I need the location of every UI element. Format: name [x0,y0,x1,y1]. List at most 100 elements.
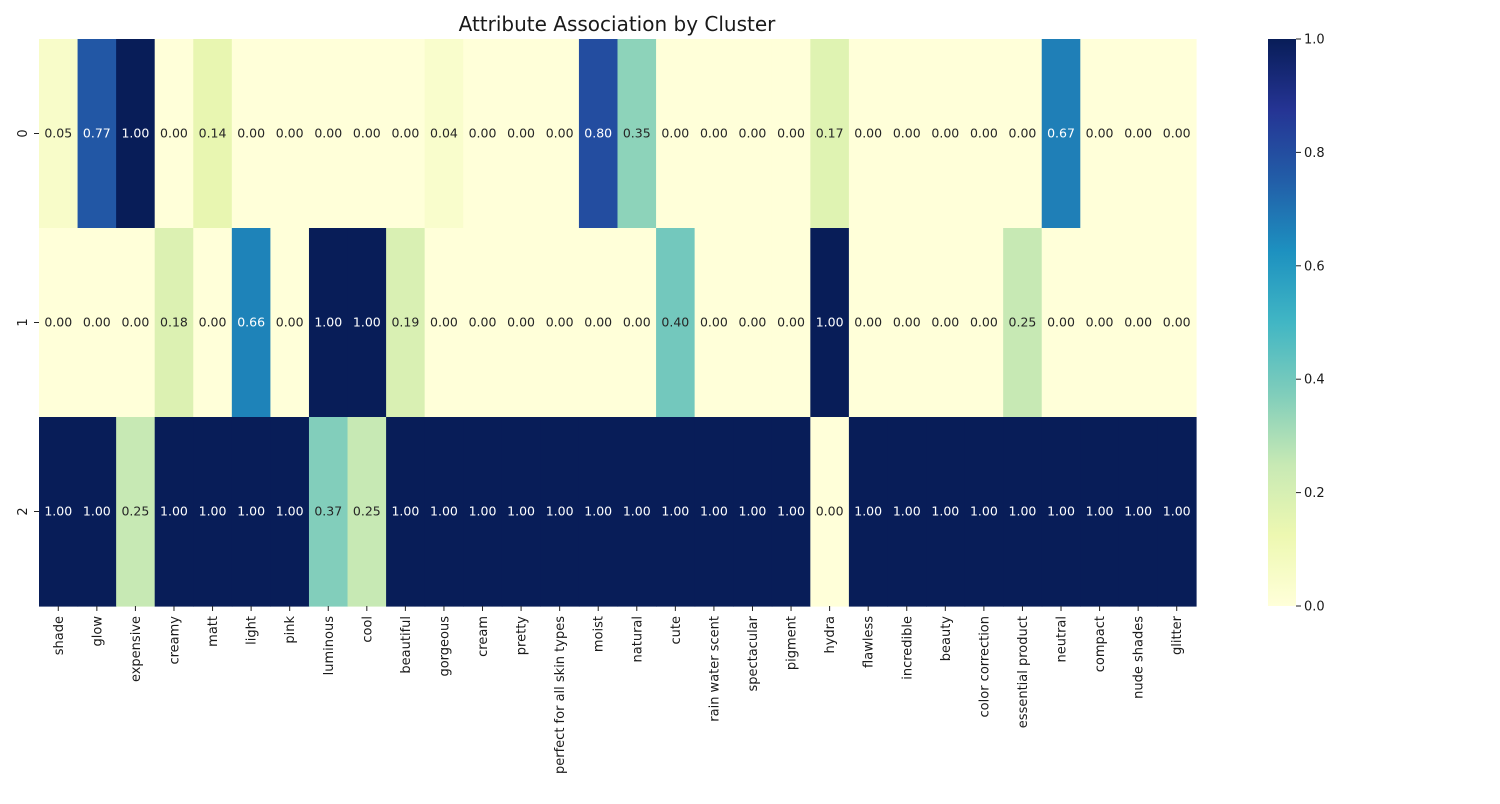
cell-value-label: 0.00 [854,315,882,330]
y-axis: 0 1 2 [16,129,39,516]
cell-value-label: 0.00 [353,126,381,141]
heatmap-cell [231,228,271,418]
cell-value-label: 0.00 [237,126,265,141]
x-tick-label: color correction [977,616,992,717]
cell-value-label: 0.00 [893,315,921,330]
heatmap-cell [926,228,966,418]
cell-value-label: 1.00 [314,315,342,330]
heatmap-cell [308,417,349,607]
x-tick-label: beauty [939,616,954,662]
heatmap-cell [193,417,233,607]
heatmap-cell [39,228,79,418]
heatmap-cell-labels: 0.05 0.77 1.00 0.00 0.14 0.00 0.00 0.00 0.00 0.00… [44,126,1190,519]
colorbar-tick-label: 1.0 [1304,33,1325,48]
x-tick-label: expensive [129,616,144,682]
heatmap-cell [347,39,387,229]
x-tick-label: glitter [1170,615,1185,655]
cell-value-label: 0.00 [1047,315,1075,330]
heatmap-cell [270,228,310,418]
cell-value-label: 1.00 [237,504,265,519]
heatmap-cell [964,417,1004,607]
cell-value-label: 0.00 [546,315,574,330]
x-tick-label: hydra [823,616,838,654]
heatmap-cell [39,417,79,607]
cell-value-label: 0.00 [1163,126,1191,141]
cell-value-label: 0.00 [970,126,998,141]
heatmap-cell [810,39,850,229]
heatmap-cell [926,39,966,229]
cell-value-label: 0.00 [970,315,998,330]
y-tick-label: 1 [16,318,31,326]
heatmap-cell [1118,417,1159,607]
heatmap-cell [501,417,541,607]
heatmap-cell [1080,228,1120,418]
x-tick-label: perfect for all skin types [553,616,568,774]
cell-value-label: 0.00 [1124,126,1152,141]
heatmap-cell [1157,417,1197,607]
heatmap-cell [578,39,619,229]
cell-value-label: 1.00 [1163,504,1191,519]
cell-value-label: 0.00 [121,315,149,330]
heatmap-cell [463,417,503,607]
cell-value-label: 1.00 [1086,504,1114,519]
cell-value-label: 0.40 [661,315,689,330]
heatmap-cell [1157,39,1197,229]
heatmap-cell [116,417,156,607]
cell-value-label: 0.00 [507,315,535,330]
heatmap-cell [771,39,811,229]
cell-value-label: 1.00 [507,504,535,519]
y-tick-label: 0 [16,129,31,137]
heatmap-cell [193,39,233,229]
cell-value-label: 0.35 [623,126,651,141]
cell-value-label: 0.00 [777,126,805,141]
cell-value-label: 1.00 [931,504,959,519]
x-tick-label: neutral [1055,616,1070,663]
heatmap-cell [848,39,889,229]
cell-value-label: 0.00 [199,315,227,330]
colorbar-tick-label: 0.0 [1304,600,1325,615]
cell-value-label: 0.00 [931,315,959,330]
cell-value-label: 0.25 [353,504,381,519]
cell-value-label: 1.00 [777,504,805,519]
cell-value-label: 0.00 [623,315,651,330]
cell-value-label: 1.00 [44,504,72,519]
cell-value-label: 1.00 [83,504,111,519]
heatmap-cell [810,417,850,607]
cell-value-label: 0.00 [739,315,767,330]
cell-value-label: 0.00 [391,126,419,141]
heatmap-cell [540,417,580,607]
heatmap-cell [733,417,773,607]
cell-value-label: 0.00 [1124,315,1152,330]
x-tick-label: pink [283,616,298,644]
cell-value-label: 0.14 [199,126,227,141]
heatmap-cell [848,228,889,418]
cell-value-label: 0.19 [391,315,419,330]
x-tick-label: pretty [515,616,530,656]
heatmap-cell [694,417,734,607]
heatmap-cell [193,228,233,418]
heatmap-cell [308,228,349,418]
heatmap-cell [926,417,966,607]
chart-title: Attribute Association by Cluster [459,12,777,36]
x-tick-label: compact [1093,616,1108,672]
heatmap-cell [733,39,773,229]
heatmap-cell [578,228,619,418]
heatmap-cell [154,417,194,607]
x-tick-label: rain water scent [707,616,722,722]
heatmap-cell [1041,417,1081,607]
cell-value-label: 0.80 [584,126,612,141]
cell-value-label: 0.00 [1086,315,1114,330]
heatmap-cell [887,417,927,607]
heatmap-cell [656,417,696,607]
heatmap-cell [617,228,657,418]
cell-value-label: 1.00 [469,504,497,519]
heatmap-cell [540,228,580,418]
heatmap-cell [1118,228,1159,418]
x-tick-label: light [245,616,260,645]
cell-value-label: 1.00 [160,504,188,519]
cell-value-label: 0.00 [584,315,612,330]
cell-value-label: 1.00 [854,504,882,519]
heatmap-cell [231,417,271,607]
